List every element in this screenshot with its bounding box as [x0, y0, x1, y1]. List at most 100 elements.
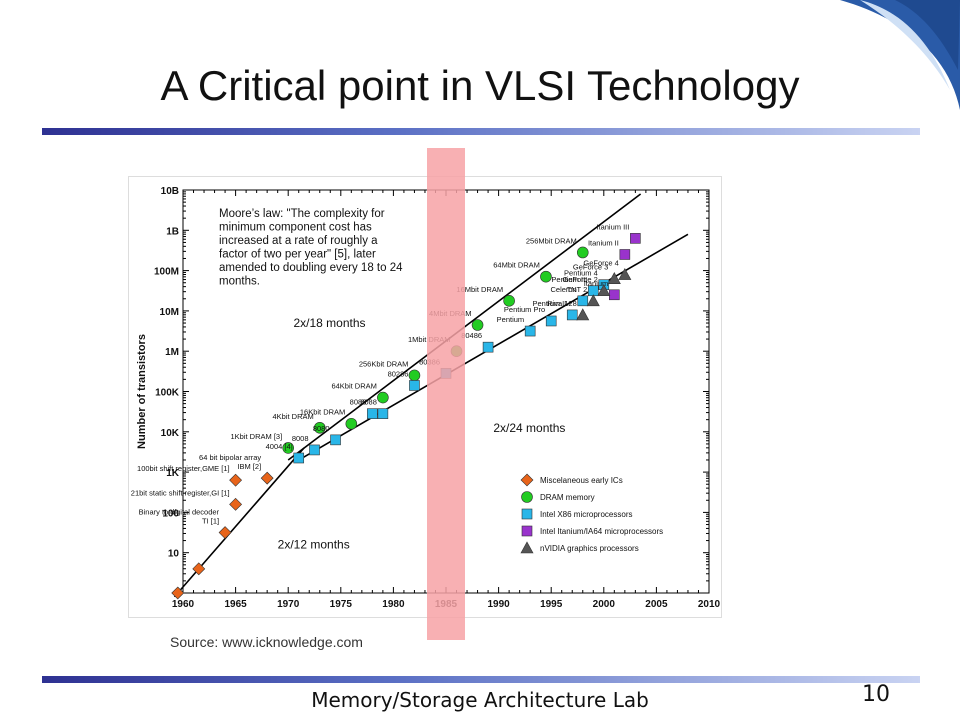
legend-label: nVIDIA graphics processors: [540, 544, 639, 553]
data-point-label: Celeron: [550, 285, 576, 294]
data-point-label: GeForce 3: [573, 263, 608, 272]
y-tick-label: 10K: [161, 428, 180, 439]
x-tick-label: 1995: [540, 599, 563, 610]
data-point-diamond: [192, 562, 206, 576]
data-point-square: [609, 289, 620, 301]
data-point-label: 8080: [313, 424, 330, 433]
data-point-triangle: [576, 308, 590, 321]
x-tick-label: 1975: [330, 599, 353, 610]
data-point-label: TI [1]: [202, 517, 219, 526]
data-point-square: [630, 233, 641, 244]
data-point-square: [521, 508, 533, 520]
data-point-label: Itanium III: [596, 222, 629, 231]
data-point-square: [293, 452, 305, 464]
data-point-label: GeForce 2: [562, 275, 597, 284]
moore-law-text: Moore’s law: "The complexity for: [219, 208, 385, 220]
moore-law-text: amended to doubling every 18 to 24: [219, 262, 403, 274]
data-point-square: [524, 325, 536, 337]
data-point-square: [330, 434, 341, 446]
data-point-label: Pentium Pro: [504, 305, 545, 314]
data-point-square: [309, 444, 320, 456]
moore-law-text: increased at a rate of roughly a: [219, 235, 378, 247]
data-point-label: 8008: [292, 434, 309, 443]
data-point-triangle: [586, 294, 600, 307]
data-point-circle: [540, 270, 552, 283]
data-point-circle: [313, 421, 326, 434]
data-point-label: 21bit static shift register,GI [1]: [131, 488, 230, 497]
page-number: 10: [862, 682, 890, 707]
data-point-square: [521, 525, 533, 537]
data-point-square: [409, 380, 420, 391]
y-tick-label: 10: [168, 549, 180, 560]
data-point-triangle: [520, 541, 534, 554]
moore-law-text: factor of two per year" [5], later: [219, 249, 376, 261]
chart-frame: 1101001K10K100K1M10M100M1B10B19601965197…: [128, 176, 722, 618]
data-point-label: 64Mbit DRAM: [493, 261, 540, 270]
slide-title: A Critical point in VLSI Technology: [160, 62, 800, 109]
data-point-circle: [471, 319, 484, 331]
data-point-circle: [377, 391, 389, 404]
data-point-triangle: [597, 284, 611, 297]
x-tick-label: 1970: [277, 599, 300, 610]
legend-label: Miscelaneous early ICs: [540, 476, 623, 485]
data-point-square: [545, 315, 557, 327]
data-point-diamond: [260, 471, 274, 485]
y-axis-label: Number of transistors: [136, 334, 148, 449]
data-point-square: [577, 295, 589, 307]
data-point-label: 256Mbit DRAM: [526, 236, 577, 245]
x-tick-label: 2010: [698, 599, 721, 610]
data-point-label: 8088: [360, 398, 377, 407]
data-point-label: 256Kbit DRAM: [359, 359, 409, 368]
y-tick-label: 100: [162, 508, 179, 519]
data-point-label: Itanium II: [588, 238, 619, 247]
data-point-label: GeForce 4: [583, 259, 618, 268]
title-underline-bar: [42, 128, 920, 135]
data-point-label: 64Kbit DRAM: [331, 382, 376, 391]
data-point-triangle: [618, 268, 632, 280]
data-point-label: Pentium III: [551, 275, 587, 284]
moore-law-text: months.: [219, 276, 260, 288]
y-tick-label: 10B: [161, 186, 179, 197]
legend-label: DRAM memory: [540, 493, 595, 502]
y-tick-label: 1K: [166, 468, 180, 479]
x-tick-label: 2005: [645, 599, 668, 610]
data-point-diamond: [218, 526, 232, 539]
data-point-circle: [345, 417, 358, 430]
data-point-label: 1Kbit DRAM [3]: [231, 432, 283, 441]
data-point-label: 4004 [4]: [266, 442, 293, 451]
trend-label: 2x/18 months: [293, 316, 365, 330]
data-point-triangle: [607, 272, 621, 284]
data-point-label: 80486: [461, 331, 482, 340]
data-point-label: Riva 128: [547, 299, 577, 308]
page-curl-decoration: [840, 0, 960, 110]
data-point-circle: [282, 442, 294, 454]
data-point-label: 8086: [350, 398, 367, 407]
moore-law-text: minimum component cost has: [219, 222, 372, 234]
x-tick-label: 2000: [593, 599, 616, 610]
legend-label: Intel Itanium/IA64 microprocessors: [540, 527, 663, 536]
data-point-circle: [521, 491, 533, 503]
data-point-diamond: [229, 497, 243, 511]
critical-point-highlight-band: [427, 148, 465, 640]
data-point-circle: [576, 246, 589, 259]
x-tick-label: 1980: [382, 599, 405, 610]
legend-label: Intel X86 microprocessors: [540, 510, 632, 519]
data-point-label: Pentium 4: [564, 269, 598, 278]
y-tick-label: 100M: [154, 267, 179, 278]
y-tick-label: 1M: [165, 347, 179, 358]
data-point-circle: [408, 369, 421, 382]
data-point-diamond: [171, 586, 185, 600]
data-point-label: Pentium II: [532, 299, 566, 308]
data-point-diamond: [520, 473, 534, 487]
y-tick-label: 1B: [166, 226, 179, 237]
trend-label: 2x/12 months: [278, 538, 350, 552]
footer-lab-name: Memory/Storage Architecture Lab: [311, 688, 649, 712]
data-point-label: 4Kbit DRAM: [272, 412, 313, 421]
data-point-label: Itanium: [584, 279, 609, 288]
data-point-label: TNT 2: [567, 285, 588, 294]
data-point-label: IBM [2]: [237, 462, 261, 471]
data-point-circle: [503, 295, 515, 307]
x-tick-label: 1965: [224, 599, 247, 610]
footer-bar: [42, 676, 920, 683]
x-tick-label: 1990: [487, 599, 510, 610]
